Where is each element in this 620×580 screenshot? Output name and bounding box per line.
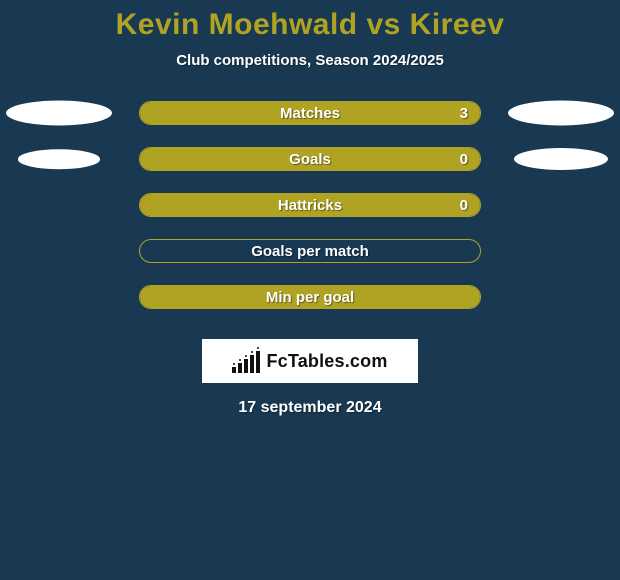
stat-label: Min per goal xyxy=(266,289,354,306)
page-title: Kevin Moehwald vs Kireev xyxy=(0,0,620,42)
stat-bar: Hattricks 0 xyxy=(139,193,481,217)
left-ellipse xyxy=(6,101,112,126)
stat-rows: Matches 3 Goals 0 Hattricks 0 Goals per match M… xyxy=(0,101,620,309)
comparison-infographic: Kevin Moehwald vs Kireev Club competitio… xyxy=(0,0,620,580)
stat-value: 0 xyxy=(460,151,468,168)
stat-label: Goals xyxy=(289,151,331,168)
stat-bar: Goals per match xyxy=(139,239,481,263)
stat-value: 3 xyxy=(460,105,468,122)
stat-label: Matches xyxy=(280,105,340,122)
date-label: 17 september 2024 xyxy=(0,399,620,417)
logo-text: FcTables.com xyxy=(266,351,387,372)
fctables-logo: FcTables.com xyxy=(202,339,418,383)
stat-row: Matches 3 xyxy=(0,101,620,125)
stat-label: Goals per match xyxy=(251,243,369,260)
stat-bar: Goals 0 xyxy=(139,147,481,171)
right-ellipse xyxy=(514,148,607,170)
stat-row: Goals per match xyxy=(0,239,620,263)
right-ellipse xyxy=(508,101,614,126)
stat-bar: Matches 3 xyxy=(139,101,481,125)
subtitle: Club competitions, Season 2024/2025 xyxy=(0,52,620,69)
stat-row: Min per goal xyxy=(0,285,620,309)
stat-row: Goals 0 xyxy=(0,147,620,171)
stat-label: Hattricks xyxy=(278,197,342,214)
stat-bar: Min per goal xyxy=(139,285,481,309)
logo-chart-icon xyxy=(232,349,262,373)
left-ellipse xyxy=(18,149,101,169)
stat-row: Hattricks 0 xyxy=(0,193,620,217)
stat-value: 0 xyxy=(460,197,468,214)
